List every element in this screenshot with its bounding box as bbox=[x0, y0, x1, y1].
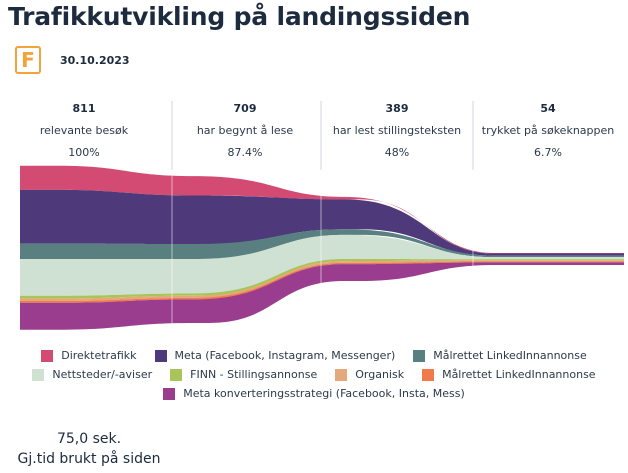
stage-trykket-sokeknappen: 54 trykket på søkeknappen 6.7% bbox=[473, 101, 623, 161]
report-date: 30.10.2023 bbox=[60, 54, 130, 67]
legend-row: Meta konverteringsstrategi (Facebook, In… bbox=[0, 387, 628, 400]
legend-swatch bbox=[170, 368, 183, 381]
legend-label: Organisk bbox=[355, 368, 405, 381]
legend-row: Nettsteder/-aviser FINN - Stillingsannon… bbox=[0, 368, 628, 381]
stage-percent: 6.7% bbox=[534, 146, 562, 159]
series-area-4[interactable] bbox=[20, 234, 624, 296]
stage-value: 811 bbox=[72, 102, 96, 115]
stage-percent: 100% bbox=[68, 146, 100, 159]
legend-item-meta-konvertering[interactable]: Meta konverteringsstrategi (Facebook, In… bbox=[163, 387, 465, 400]
legend-item-organisk[interactable]: Organisk bbox=[335, 368, 404, 381]
stage-label: har begynt å lese bbox=[196, 124, 294, 137]
series-area-8[interactable] bbox=[20, 262, 624, 330]
brand-logo: F bbox=[15, 46, 41, 74]
legend-swatch bbox=[32, 368, 45, 381]
stage-label: trykket på søkeknappen bbox=[481, 124, 615, 137]
avg-time-label: Gj.tid brukt på siden bbox=[17, 451, 161, 467]
legend-swatch bbox=[163, 387, 176, 400]
stage-label: har lest stillingsteksten bbox=[332, 124, 462, 137]
avg-time-value: 75,0 sek. bbox=[56, 431, 122, 447]
legend-item-malrettet-linkedin-2[interactable]: Målrettet LinkedInnannonse bbox=[422, 368, 596, 381]
series-area-2[interactable] bbox=[20, 189, 624, 256]
stage-relevante-besok: 811 relevante besøk 100% bbox=[9, 101, 159, 161]
legend-swatch bbox=[41, 349, 54, 362]
legend-item-finn[interactable]: FINN - Stillingsannonse bbox=[170, 368, 317, 381]
funnel-areas bbox=[20, 165, 624, 330]
chart-legend: Direktetrafikk Meta (Facebook, Instagram… bbox=[0, 349, 628, 406]
legend-label: Målrettet LinkedInnannonse bbox=[433, 349, 587, 362]
stage-percent: 87.4% bbox=[227, 146, 263, 159]
stage-value: 709 bbox=[233, 102, 257, 115]
series-area-1[interactable] bbox=[20, 165, 624, 254]
legend-item-malrettet-linkedin[interactable]: Målrettet LinkedInnannonse bbox=[413, 349, 587, 362]
legend-row: Direktetrafikk Meta (Facebook, Instagram… bbox=[0, 349, 628, 362]
legend-label: Målrettet LinkedInnannonse bbox=[442, 368, 596, 381]
stage-percent: 48% bbox=[384, 146, 410, 159]
legend-swatch bbox=[154, 349, 167, 362]
legend-label: FINN - Stillingsannonse bbox=[190, 368, 318, 381]
legend-label: Nettsteder/-aviser bbox=[52, 368, 153, 381]
stage-value: 389 bbox=[385, 102, 409, 115]
stage-begynt-a-lese: 709 har begynt å lese 87.4% bbox=[170, 101, 320, 161]
legend-swatch bbox=[335, 368, 348, 381]
legend-item-direktetrafikk[interactable]: Direktetrafikk bbox=[41, 349, 137, 362]
series-area-3[interactable] bbox=[20, 229, 624, 259]
legend-swatch bbox=[422, 368, 435, 381]
legend-item-meta[interactable]: Meta (Facebook, Instagram, Messenger) bbox=[154, 349, 396, 362]
legend-item-nettsteder[interactable]: Nettsteder/-aviser bbox=[32, 368, 152, 381]
stage-value: 54 bbox=[540, 102, 556, 115]
legend-label: Meta konverteringsstrategi (Facebook, In… bbox=[183, 387, 465, 400]
legend-label: Direktetrafikk bbox=[61, 349, 137, 362]
stage-lest-stillingsteksten: 389 har lest stillingsteksten 48% bbox=[322, 101, 472, 161]
page-title: Trafikkutvikling på landingssiden bbox=[8, 2, 471, 31]
legend-swatch bbox=[413, 349, 426, 362]
stage-dividers bbox=[171, 101, 474, 342]
legend-label: Meta (Facebook, Instagram, Messenger) bbox=[174, 349, 396, 362]
stage-label: relevante besøk bbox=[39, 124, 129, 137]
